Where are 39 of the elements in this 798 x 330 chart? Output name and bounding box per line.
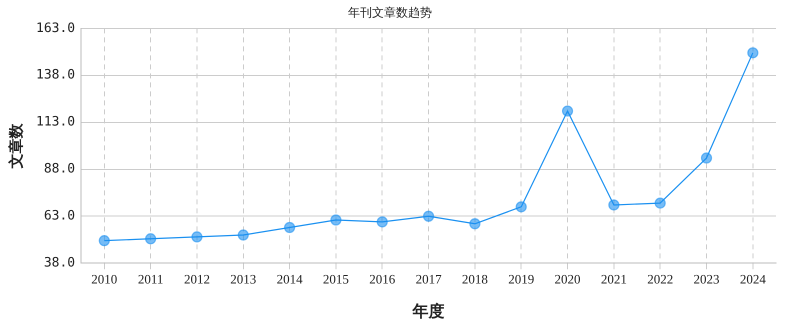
point	[654, 197, 666, 209]
point	[284, 222, 296, 234]
point	[191, 231, 203, 243]
point	[700, 152, 712, 164]
y-tick-label: 163.0	[36, 20, 76, 36]
x-tick-label: 2016	[369, 271, 396, 286]
x-axis-title: 年度	[412, 302, 445, 321]
point	[516, 201, 527, 212]
chart-title: 年刊文章数趋势	[348, 5, 432, 20]
x-tick-label: 2015	[322, 271, 349, 286]
point	[608, 199, 620, 211]
y-tick-label: 63.0	[44, 208, 76, 224]
x-tick-label: 2020	[554, 271, 581, 286]
x-tick-label: 2014	[276, 271, 304, 286]
y-tick-label: 113.0	[36, 114, 76, 130]
x-tick-label: 2018	[462, 271, 488, 286]
point	[747, 47, 758, 58]
x-tick-label: 2022	[647, 271, 674, 286]
x-tick-label: 2010	[91, 271, 118, 286]
x-tick-label: 2017	[416, 271, 442, 286]
y-tick-label: 138.0	[36, 68, 76, 83]
y-tick-label: 88.0	[44, 162, 76, 177]
x-tick-label: 2019	[508, 271, 534, 286]
point	[376, 216, 388, 228]
x-tick-label: 2024	[740, 271, 766, 286]
point	[562, 105, 574, 117]
point	[330, 214, 342, 226]
point	[145, 233, 156, 244]
y-axis-title: 文章数	[6, 122, 25, 170]
x-tick-label: 2021	[600, 271, 627, 286]
x-tick-label: 2011	[138, 271, 164, 286]
point	[238, 229, 249, 241]
point	[469, 218, 480, 230]
point	[422, 210, 434, 222]
x-tick-label: 2013	[230, 271, 256, 286]
point	[98, 235, 110, 246]
y-tick-label: 38.0	[44, 256, 76, 271]
x-tick-label: 2023	[694, 271, 720, 286]
x-tick-label: 2012	[184, 271, 210, 286]
